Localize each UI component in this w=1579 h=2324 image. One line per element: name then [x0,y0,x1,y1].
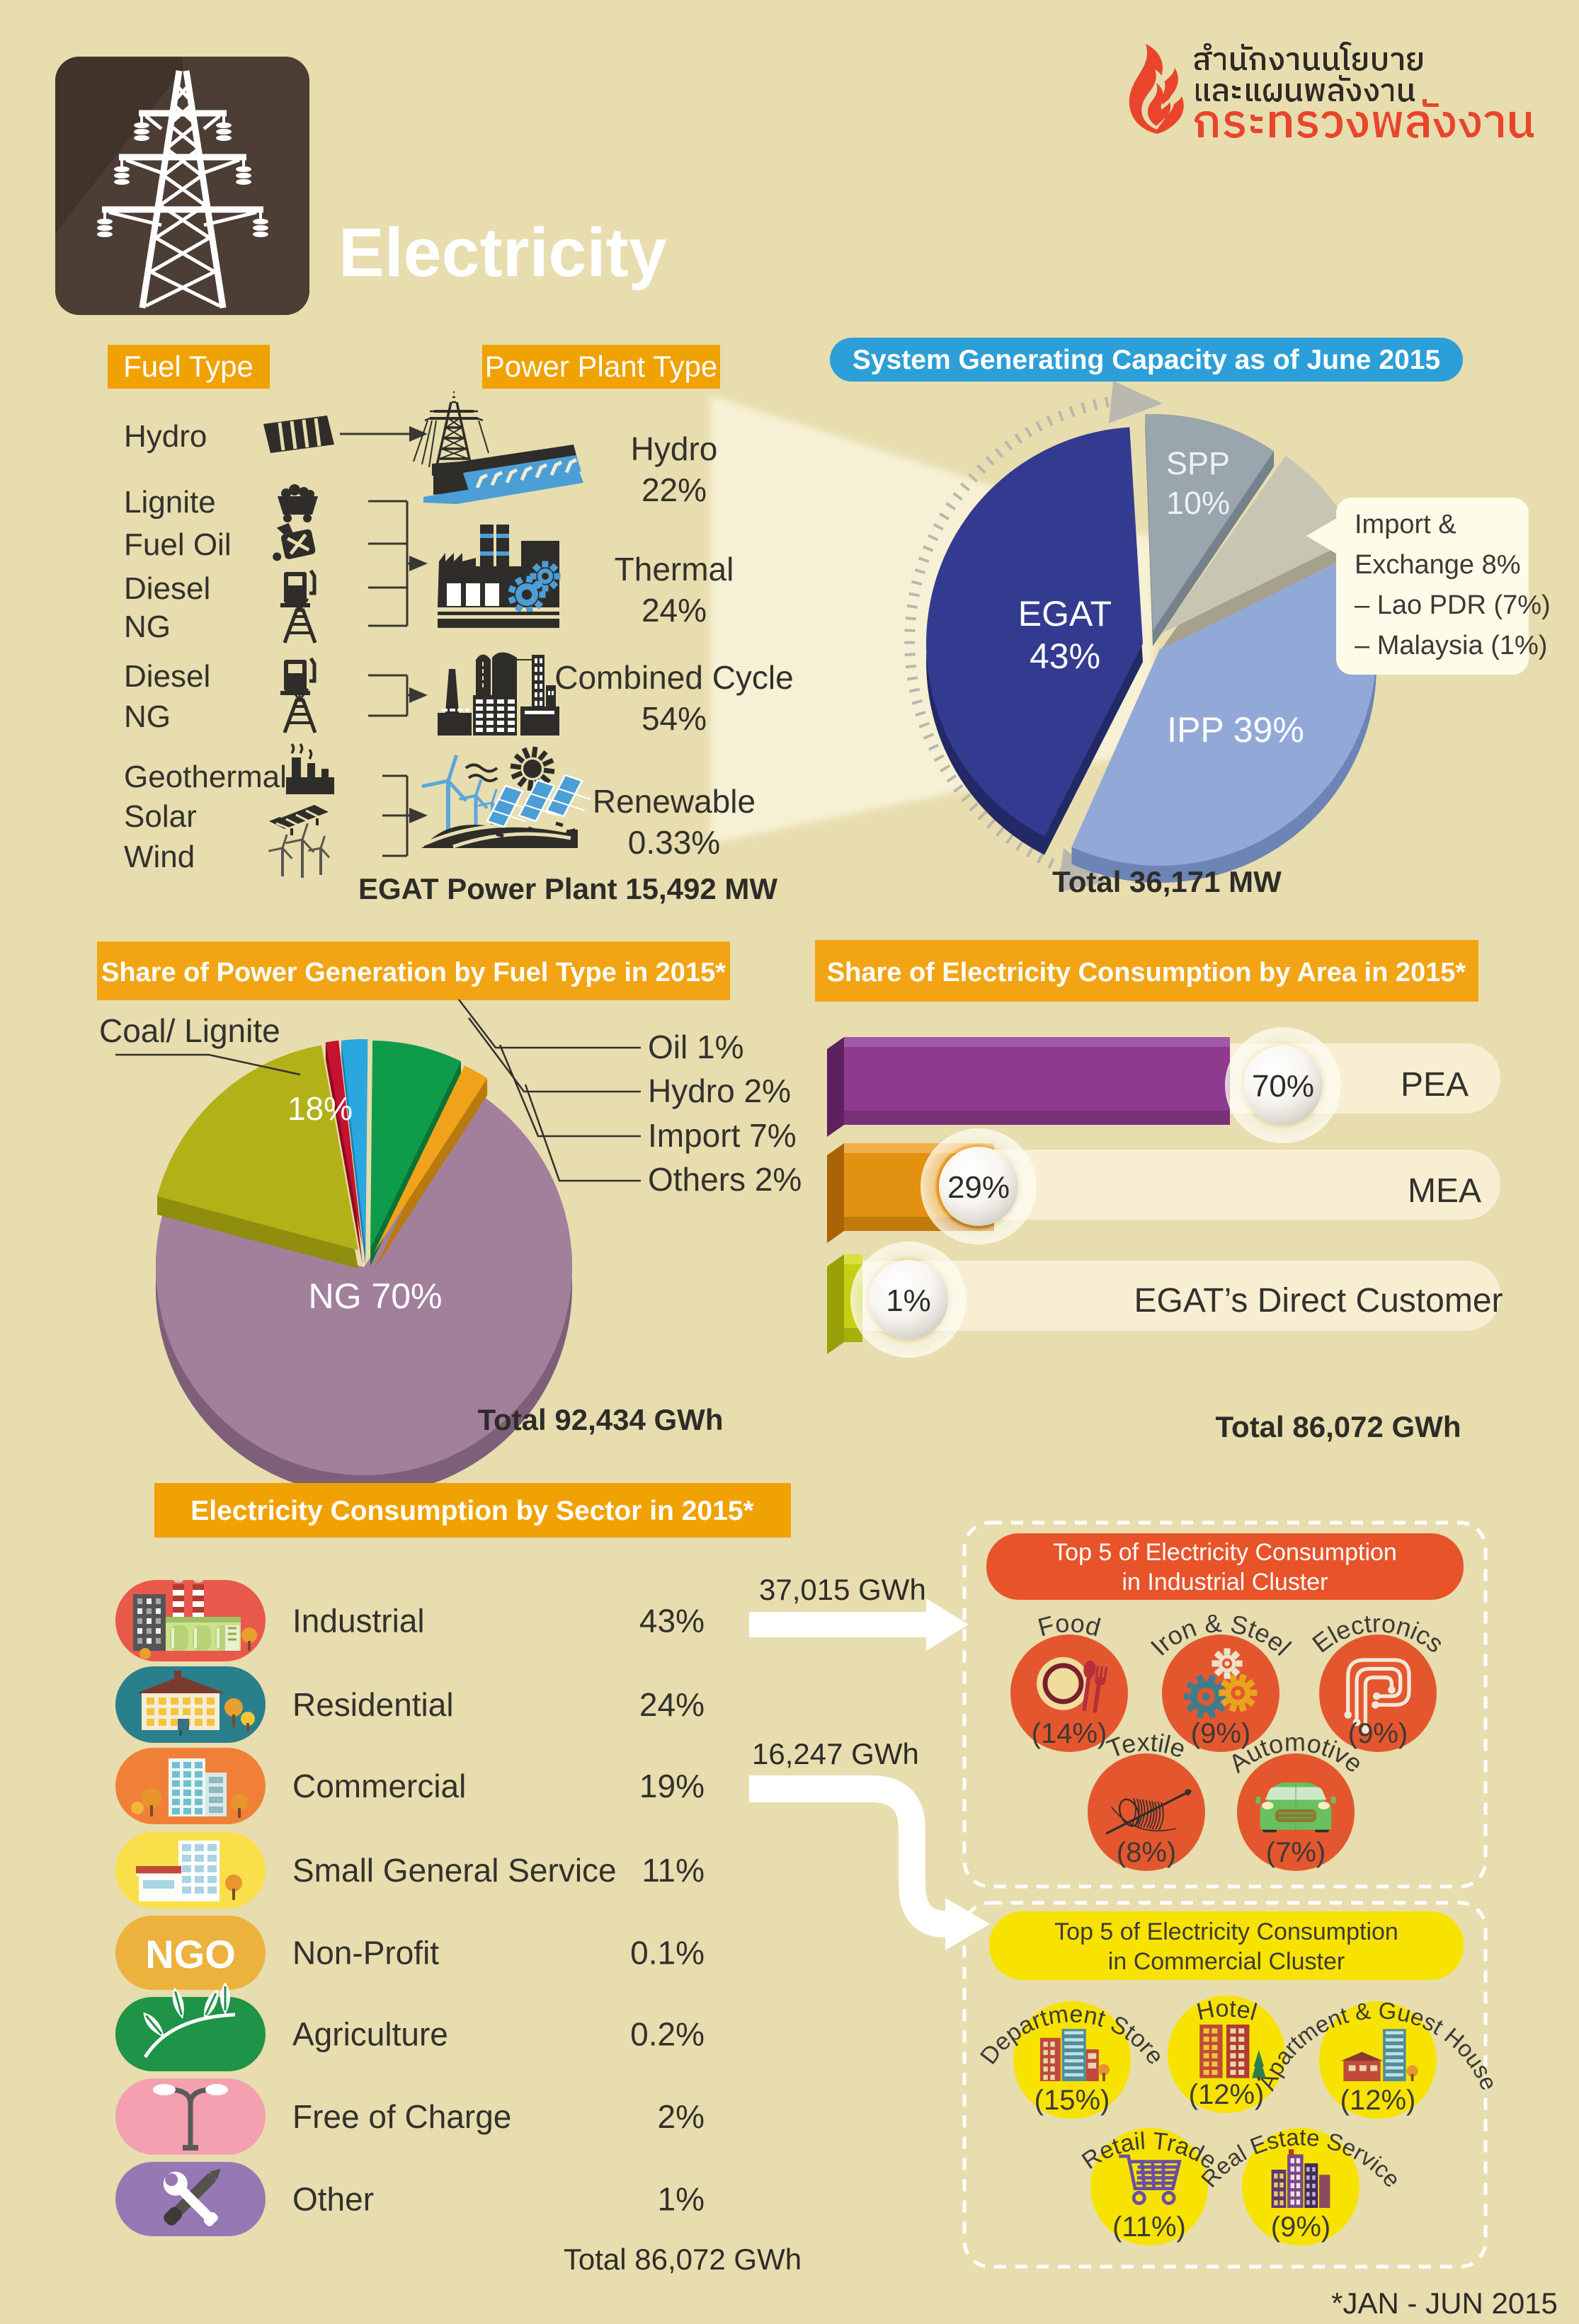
svg-text:Solar: Solar [124,799,197,834]
svg-text:(12%): (12%) [1340,2085,1416,2116]
svg-text:Small General Service: Small General Service [292,1852,617,1889]
svg-text:Free of Charge: Free of Charge [292,2098,511,2135]
svg-text:NG 70%: NG 70% [309,1276,443,1316]
svg-text:54%: 54% [642,700,707,737]
svg-text:1%: 1% [658,2181,705,2218]
svg-text:– Malaysia (1%): – Malaysia (1%) [1355,631,1547,660]
svg-text:Hotel: Hotel [1195,1995,1260,2026]
svg-text:24%: 24% [639,1686,705,1723]
svg-text:10%: 10% [1166,485,1230,521]
svg-text:1%: 1% [886,1283,931,1318]
svg-text:(9%): (9%) [1271,2211,1330,2243]
svg-text:Power Plant Type: Power Plant Type [485,350,717,383]
svg-text:NGO: NGO [145,1932,236,1976]
svg-text:2%: 2% [658,2098,705,2135]
svg-text:IPP 39%: IPP 39% [1167,710,1304,750]
svg-text:Total 92,434 GWh: Total 92,434 GWh [478,1403,724,1436]
svg-text:Renewable: Renewable [593,783,756,820]
svg-text:19%: 19% [639,1768,705,1804]
svg-text:SPP: SPP [1166,445,1230,481]
svg-text:0.1%: 0.1% [630,1935,705,1971]
svg-text:Diesel: Diesel [124,659,210,694]
svg-text:Hydro 2%: Hydro 2% [648,1072,791,1109]
svg-text:Thermal: Thermal [615,551,734,588]
svg-text:*JAN - JUN 2015: *JAN - JUN 2015 [1331,2286,1558,2320]
svg-text:Fuel Type: Fuel Type [123,350,253,383]
svg-text:System Generating Capacity as: System Generating Capacity as of June 20… [853,345,1440,375]
svg-text:Total 86,072 GWh: Total 86,072 GWh [1216,1410,1461,1443]
svg-text:Food: Food [1034,1608,1103,1642]
svg-text:(15%): (15%) [1034,2085,1110,2116]
svg-text:24%: 24% [642,592,707,629]
svg-text:Coal/ Lignite: Coal/ Lignite [99,1012,280,1049]
svg-text:Share of Power Generation by F: Share of Power Generation by Fuel Type i… [101,958,726,988]
svg-text:Diesel: Diesel [124,571,210,606]
svg-text:11%: 11% [642,1852,705,1889]
svg-text:Commercial: Commercial [292,1768,466,1804]
svg-text:Electricity: Electricity [338,214,667,291]
svg-text:Oil 1%: Oil 1% [648,1029,743,1065]
svg-text:Total 36,171 MW: Total 36,171 MW [1052,865,1282,898]
svg-text:0.2%: 0.2% [630,2016,705,2053]
svg-text:43%: 43% [639,1603,705,1639]
svg-text:in Commercial Cluster: in Commercial Cluster [1108,1948,1345,1975]
svg-text:(9%): (9%) [1348,1718,1408,1749]
svg-text:Others 2%: Others 2% [648,1161,802,1198]
svg-text:Agriculture: Agriculture [292,2016,448,2053]
svg-text:Lignite: Lignite [124,485,216,520]
svg-text:MEA: MEA [1408,1172,1481,1210]
svg-text:Wind: Wind [124,840,195,874]
svg-text:Electricity Consumption by Sec: Electricity Consumption by Sector in 201… [190,1496,754,1526]
svg-text:– Lao PDR (7%): – Lao PDR (7%) [1355,590,1551,620]
svg-text:Fuel Oil: Fuel Oil [124,527,232,562]
svg-text:EGAT’s Direct Customer: EGAT’s Direct Customer [1134,1282,1503,1320]
svg-text:(14%): (14%) [1032,1718,1107,1749]
svg-text:Hydro: Hydro [124,419,207,454]
svg-text:Residential: Residential [292,1686,454,1723]
svg-text:(12%): (12%) [1189,2079,1265,2110]
svg-text:in Industrial Cluster: in Industrial Cluster [1122,1569,1328,1596]
svg-text:43%: 43% [1030,636,1100,676]
svg-text:Combined Cycle: Combined Cycle [554,659,793,696]
svg-text:Hydro: Hydro [631,430,718,467]
svg-text:Top 5 of Electricity Consumpti: Top 5 of Electricity Consumption [1054,1918,1398,1945]
svg-text:Industrial: Industrial [292,1603,425,1639]
svg-text:Total 86,072 GWh: Total 86,072 GWh [564,2243,802,2276]
svg-text:70%: 70% [1252,1069,1314,1104]
svg-text:EGAT: EGAT [1018,594,1112,634]
svg-text:Import 7%: Import 7% [648,1117,797,1154]
svg-text:NG: NG [124,609,171,644]
svg-text:Share of Electricity Consumpti: Share of Electricity Consumption by Area… [827,958,1466,988]
svg-text:0.33%: 0.33% [628,824,720,861]
svg-text:37,015 GWh: 37,015 GWh [759,1573,926,1606]
svg-text:(11%): (11%) [1112,2211,1186,2243]
svg-text:Geothermal: Geothermal [124,760,287,794]
svg-text:PEA: PEA [1401,1066,1469,1104]
svg-text:18%: 18% [287,1090,353,1127]
svg-text:(9%): (9%) [1191,1718,1250,1749]
svg-text:Other: Other [292,2181,374,2218]
svg-text:16,247 GWh: 16,247 GWh [752,1737,919,1770]
svg-text:Import &: Import & [1355,510,1457,539]
svg-text:(8%): (8%) [1117,1837,1176,1868]
svg-text:Exchange 8%: Exchange 8% [1355,550,1521,580]
svg-text:NG: NG [124,699,171,734]
svg-text:Top 5 of Electricity Consumpti: Top 5 of Electricity Consumption [1053,1539,1397,1566]
svg-text:29%: 29% [947,1170,1010,1205]
svg-text:22%: 22% [642,471,707,508]
svg-text:EGAT Power Plant 15,492 MW: EGAT Power Plant 15,492 MW [358,872,777,905]
svg-text:(7%): (7%) [1266,1837,1326,1868]
svg-text:Non-Profit: Non-Profit [292,1935,439,1971]
